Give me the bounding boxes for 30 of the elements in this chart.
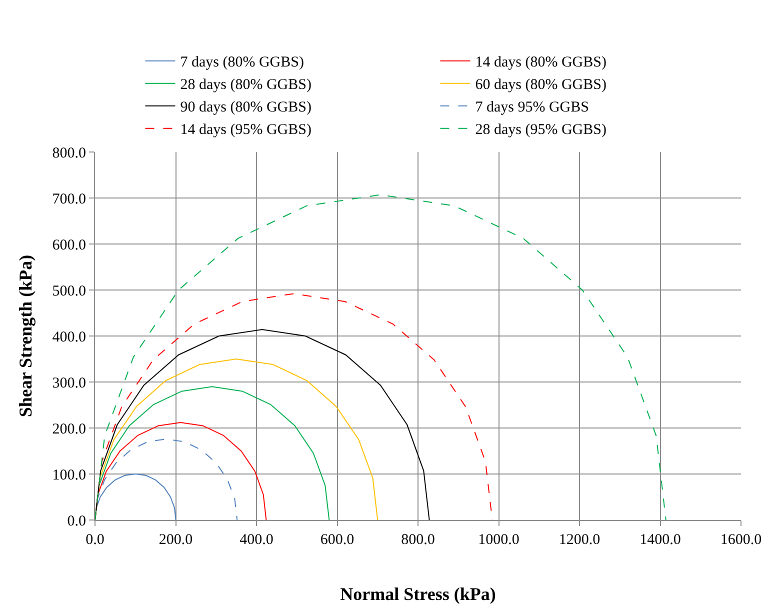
legend-label: 28 days (95% GGBS) — [475, 122, 606, 138]
y-tick-label: 500.0 — [52, 283, 86, 300]
x-axis-title: Normal Stress (kPa) — [340, 584, 496, 604]
legend-label: 7 days (80% GGBS) — [180, 54, 304, 71]
y-tick-label: 600.0 — [52, 237, 86, 254]
legend-label: 14 days (95% GGBS) — [180, 122, 312, 138]
x-tick-label: 1000.0 — [478, 532, 520, 548]
y-tick-label: 700.0 — [52, 191, 86, 208]
x-tick-label: 200.0 — [158, 532, 193, 548]
x-tick-label: 800.0 — [401, 532, 435, 548]
y-axis-title: Shear Strength (kPa) — [15, 254, 36, 418]
line-series — [95, 358, 378, 520]
y-tick-label: 200.0 — [52, 421, 86, 438]
x-tick-label: 0.0 — [86, 532, 104, 548]
legend-label: 7 days 95% GGBS — [475, 100, 589, 116]
legend-label: 14 days (80% GGBS) — [475, 54, 606, 71]
y-tick-label: 300.0 — [52, 375, 86, 392]
legend-label: 60 days (80% GGBS) — [475, 77, 606, 94]
y-tick-label: 800.0 — [52, 145, 86, 162]
y-tick-label: 100.0 — [52, 467, 86, 484]
legend-label: 28 days (80% GGBS) — [180, 77, 312, 94]
x-tick-label: 1600.0 — [720, 532, 762, 548]
legend-label: 90 days (80% GGBS) — [180, 100, 312, 116]
x-tick-label: 600.0 — [320, 532, 354, 548]
x-tick-label: 1200.0 — [558, 532, 600, 548]
y-tick-label: 400.0 — [52, 329, 86, 346]
y-tick-label: 0.0 — [67, 513, 86, 530]
line-series — [95, 329, 430, 520]
x-tick-label: 400.0 — [240, 532, 274, 548]
x-tick-label: 1400.0 — [640, 532, 681, 548]
